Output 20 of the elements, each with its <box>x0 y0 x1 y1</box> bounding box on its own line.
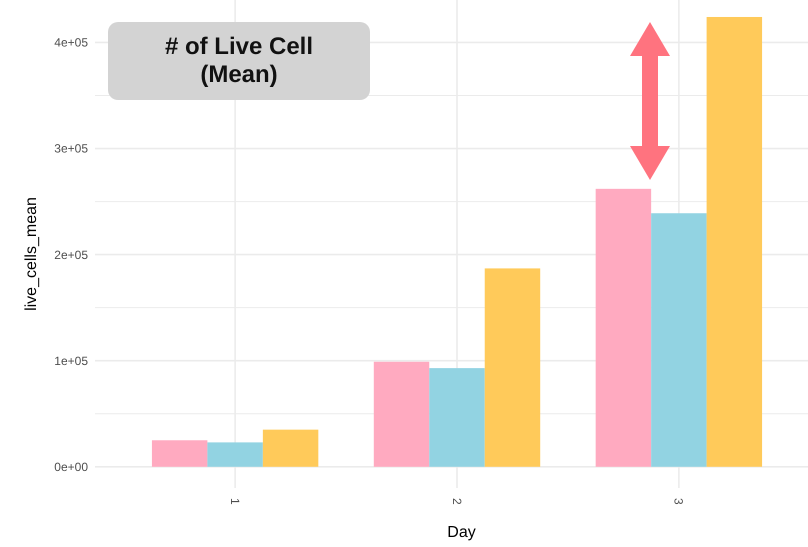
x-tick-label: 1 <box>228 498 242 505</box>
bar <box>706 16 762 467</box>
bar <box>207 442 263 467</box>
x-tick-label: 3 <box>672 498 686 505</box>
x-axis-title: Day <box>447 524 476 541</box>
text: # of Live Cell (Mean) <box>164 33 314 88</box>
bar <box>484 268 540 467</box>
y-tick-label: 4e+05 <box>54 36 88 50</box>
y-axis-title: live_cells_mean <box>23 197 40 311</box>
bar <box>596 188 652 467</box>
y-tick-label: 1e+05 <box>54 354 88 368</box>
bar <box>374 362 430 467</box>
x-tick-label: 2 <box>450 498 464 505</box>
bar <box>651 213 707 467</box>
bar <box>152 440 208 467</box>
bar <box>429 368 485 467</box>
y-tick-label: 3e+05 <box>54 142 88 156</box>
y-tick-label: 2e+05 <box>54 248 88 262</box>
bar <box>262 430 318 467</box>
y-tick-label: 0e+00 <box>54 460 88 474</box>
